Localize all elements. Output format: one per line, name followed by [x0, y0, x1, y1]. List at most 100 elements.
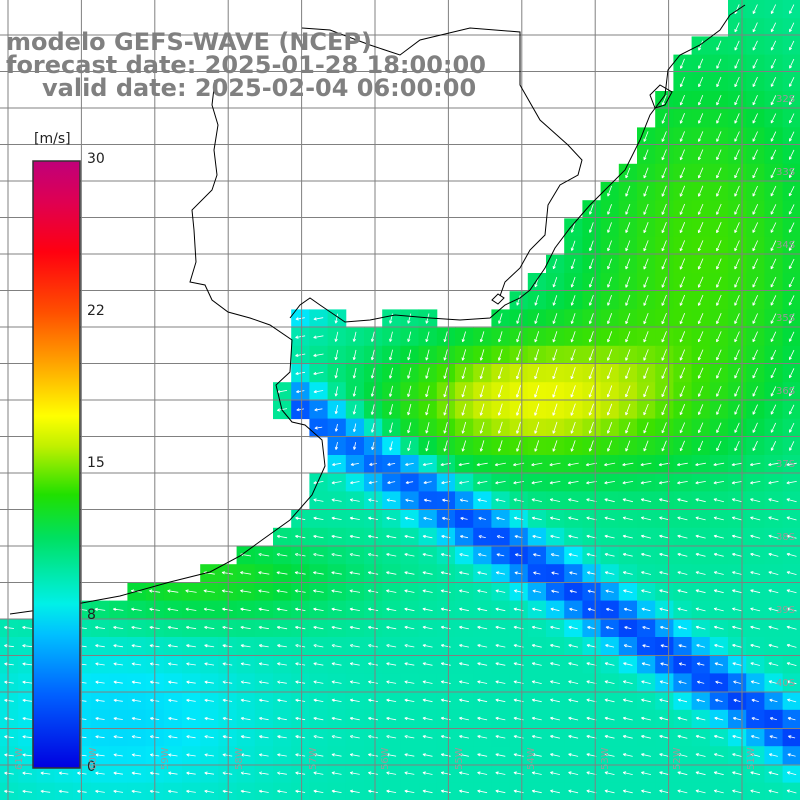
wind-arrow — [407, 385, 412, 398]
wind-arrow — [641, 734, 651, 739]
wind-arrow — [313, 553, 324, 557]
wind-arrow — [660, 644, 668, 648]
wind-arrow — [604, 516, 615, 521]
wind-arrow — [643, 131, 649, 142]
wind-arrow — [167, 644, 178, 648]
wind-arrow — [570, 313, 576, 324]
wind-arrow — [625, 258, 631, 270]
wind-arrow — [716, 58, 722, 69]
wind-arrow — [677, 589, 688, 594]
wind-arrow — [386, 644, 397, 648]
wind-arrow — [349, 789, 360, 793]
wind-arrow — [659, 771, 670, 776]
wind-arrow — [258, 735, 269, 739]
wind-arrow — [404, 662, 415, 666]
wind-arrow — [240, 771, 251, 775]
wind-arrow — [240, 716, 251, 721]
wind-arrow — [95, 735, 105, 739]
wind-arrow — [713, 753, 724, 757]
wind-arrow — [422, 698, 433, 703]
wind-arrows — [3, 4, 797, 794]
wind-arrow — [770, 441, 777, 451]
wind-arrow — [789, 149, 795, 160]
wind-arrow — [677, 571, 688, 575]
wind-arrow — [607, 331, 613, 343]
wind-arrow — [349, 553, 360, 557]
wind-arrow — [334, 442, 339, 450]
wind-arrow — [623, 662, 633, 666]
wind-arrow — [422, 462, 433, 467]
wind-arrow — [570, 367, 576, 380]
wind-arrow — [622, 571, 633, 575]
wind-arrow — [770, 331, 777, 343]
wind-arrow — [386, 716, 397, 721]
wind-arrow — [276, 625, 288, 630]
wind-arrow — [768, 643, 779, 648]
wind-arrow — [22, 789, 33, 794]
wind-arrow — [697, 367, 704, 379]
wind-arrow — [313, 789, 324, 793]
wind-arrow — [679, 203, 686, 215]
wind-arrow — [276, 607, 288, 611]
wind-arrow — [204, 789, 215, 794]
wind-arrow — [168, 680, 178, 684]
wind-speed-cell — [400, 782, 420, 800]
wind-arrow — [768, 662, 779, 666]
wind-arrow — [789, 58, 795, 69]
wind-arrow — [550, 625, 560, 630]
wind-arrow — [422, 571, 433, 575]
wind-arrow — [788, 295, 795, 306]
wind-arrow — [534, 367, 540, 380]
wind-arrow — [695, 571, 706, 575]
wind-arrow — [531, 680, 542, 684]
wind-arrow — [459, 789, 469, 794]
wind-arrow — [440, 553, 451, 557]
wind-arrow — [787, 753, 796, 757]
wind-arrow — [768, 534, 779, 539]
wind-arrow — [440, 625, 451, 630]
wind-arrow — [752, 422, 758, 433]
wind-arrow — [695, 552, 706, 557]
wind-arrow — [641, 680, 651, 684]
wind-arrow — [697, 258, 704, 270]
wind-arrow — [349, 771, 360, 775]
wind-arrow — [622, 516, 633, 521]
wind-arrow — [532, 607, 542, 612]
wind-arrow — [607, 240, 612, 252]
wind-arrow — [313, 771, 324, 775]
wind-arrow — [368, 644, 378, 648]
colorbar-tick-label: 30 — [87, 151, 105, 167]
wind-speed-cell — [509, 782, 529, 800]
wind-arrow — [404, 553, 415, 557]
wind-arrow — [625, 385, 631, 398]
lat-label: 32S — [776, 94, 796, 105]
wind-arrow — [349, 534, 360, 539]
wind-arrow — [604, 753, 615, 757]
wind-arrow — [277, 771, 287, 775]
wind-arrow — [716, 131, 722, 142]
wind-arrow — [588, 313, 594, 325]
wind-speed-cell — [582, 782, 602, 800]
wind-arrow — [552, 349, 558, 361]
wind-arrow — [679, 240, 686, 252]
wind-arrow — [389, 441, 393, 451]
wind-arrow — [768, 607, 779, 612]
wind-arrow — [786, 481, 797, 485]
wind-arrow — [497, 349, 503, 361]
wind-arrow — [568, 753, 579, 757]
wind-speed-cell — [546, 782, 565, 800]
wind-arrow — [22, 735, 32, 739]
wind-arrow — [661, 422, 667, 434]
wind-arrow — [750, 771, 761, 776]
wind-arrow — [425, 367, 430, 379]
wind-arrow — [479, 440, 485, 452]
wind-arrow — [331, 735, 342, 739]
wind-arrow — [369, 462, 377, 466]
wind-arrow — [313, 735, 324, 739]
wind-arrow — [588, 403, 594, 416]
wind-arrow — [677, 534, 688, 539]
wind-arrow — [495, 607, 506, 612]
wind-arrow — [679, 76, 685, 88]
wind-arrow — [498, 440, 503, 452]
wind-arrow — [313, 571, 324, 575]
